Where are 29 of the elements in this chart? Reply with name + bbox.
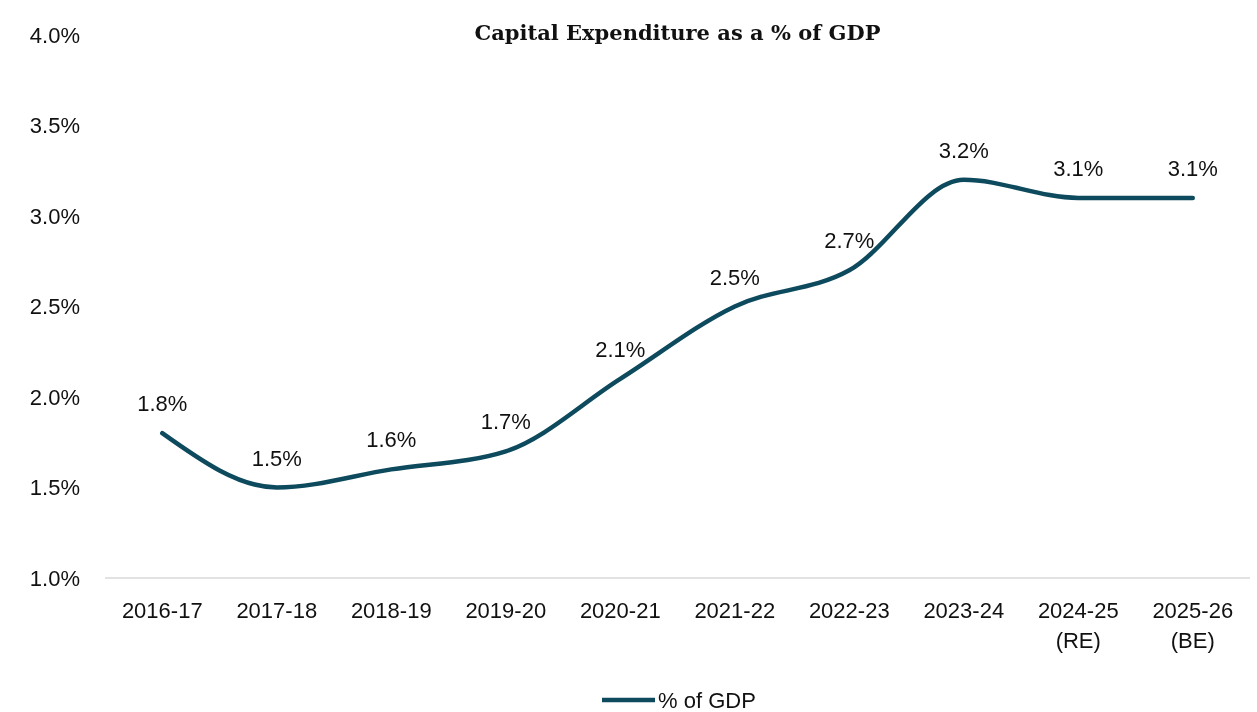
x-tick-label: 2020-21 <box>579 598 661 623</box>
data-label: 1.8% <box>137 391 188 417</box>
chart-title: Capital Expenditure as a % of GDP <box>474 20 881 45</box>
x-tick-label: 2018-19 <box>350 598 432 623</box>
x-tick-label: 2024-25 (RE) <box>1037 598 1119 653</box>
y-tick-label: 1.5% <box>29 475 80 501</box>
data-label: 1.7% <box>480 409 531 435</box>
y-tick-label: 3.0% <box>29 203 80 229</box>
data-label: 2.5% <box>709 264 760 290</box>
x-tick-label: 2022-23 <box>808 598 890 623</box>
data-label: 3.2% <box>938 137 989 163</box>
data-label: 2.7% <box>824 228 875 254</box>
y-tick-label: 1.0% <box>29 565 80 591</box>
x-tick-label: 2021-22 <box>694 598 776 623</box>
x-tick-label: 2025-26 (BE) <box>1152 598 1234 653</box>
x-tick-label: 2023-24 <box>923 598 1005 623</box>
x-tick-label: 2016-17 <box>121 598 203 623</box>
x-tick-label: 2017-18 <box>236 598 318 623</box>
data-label: 1.6% <box>366 427 417 453</box>
data-label: 3.1% <box>1053 155 1104 181</box>
y-tick-label: 3.5% <box>29 113 80 139</box>
x-tick-label: 2019-20 <box>465 598 547 623</box>
data-label: 3.1% <box>1167 155 1218 181</box>
data-label: 1.5% <box>251 445 302 471</box>
legend-label: % of GDP <box>658 687 756 712</box>
y-tick-label: 2.5% <box>29 294 80 320</box>
y-tick-label: 4.0% <box>29 22 80 48</box>
data-label: 2.1% <box>595 336 646 362</box>
y-tick-label: 2.0% <box>29 384 80 410</box>
